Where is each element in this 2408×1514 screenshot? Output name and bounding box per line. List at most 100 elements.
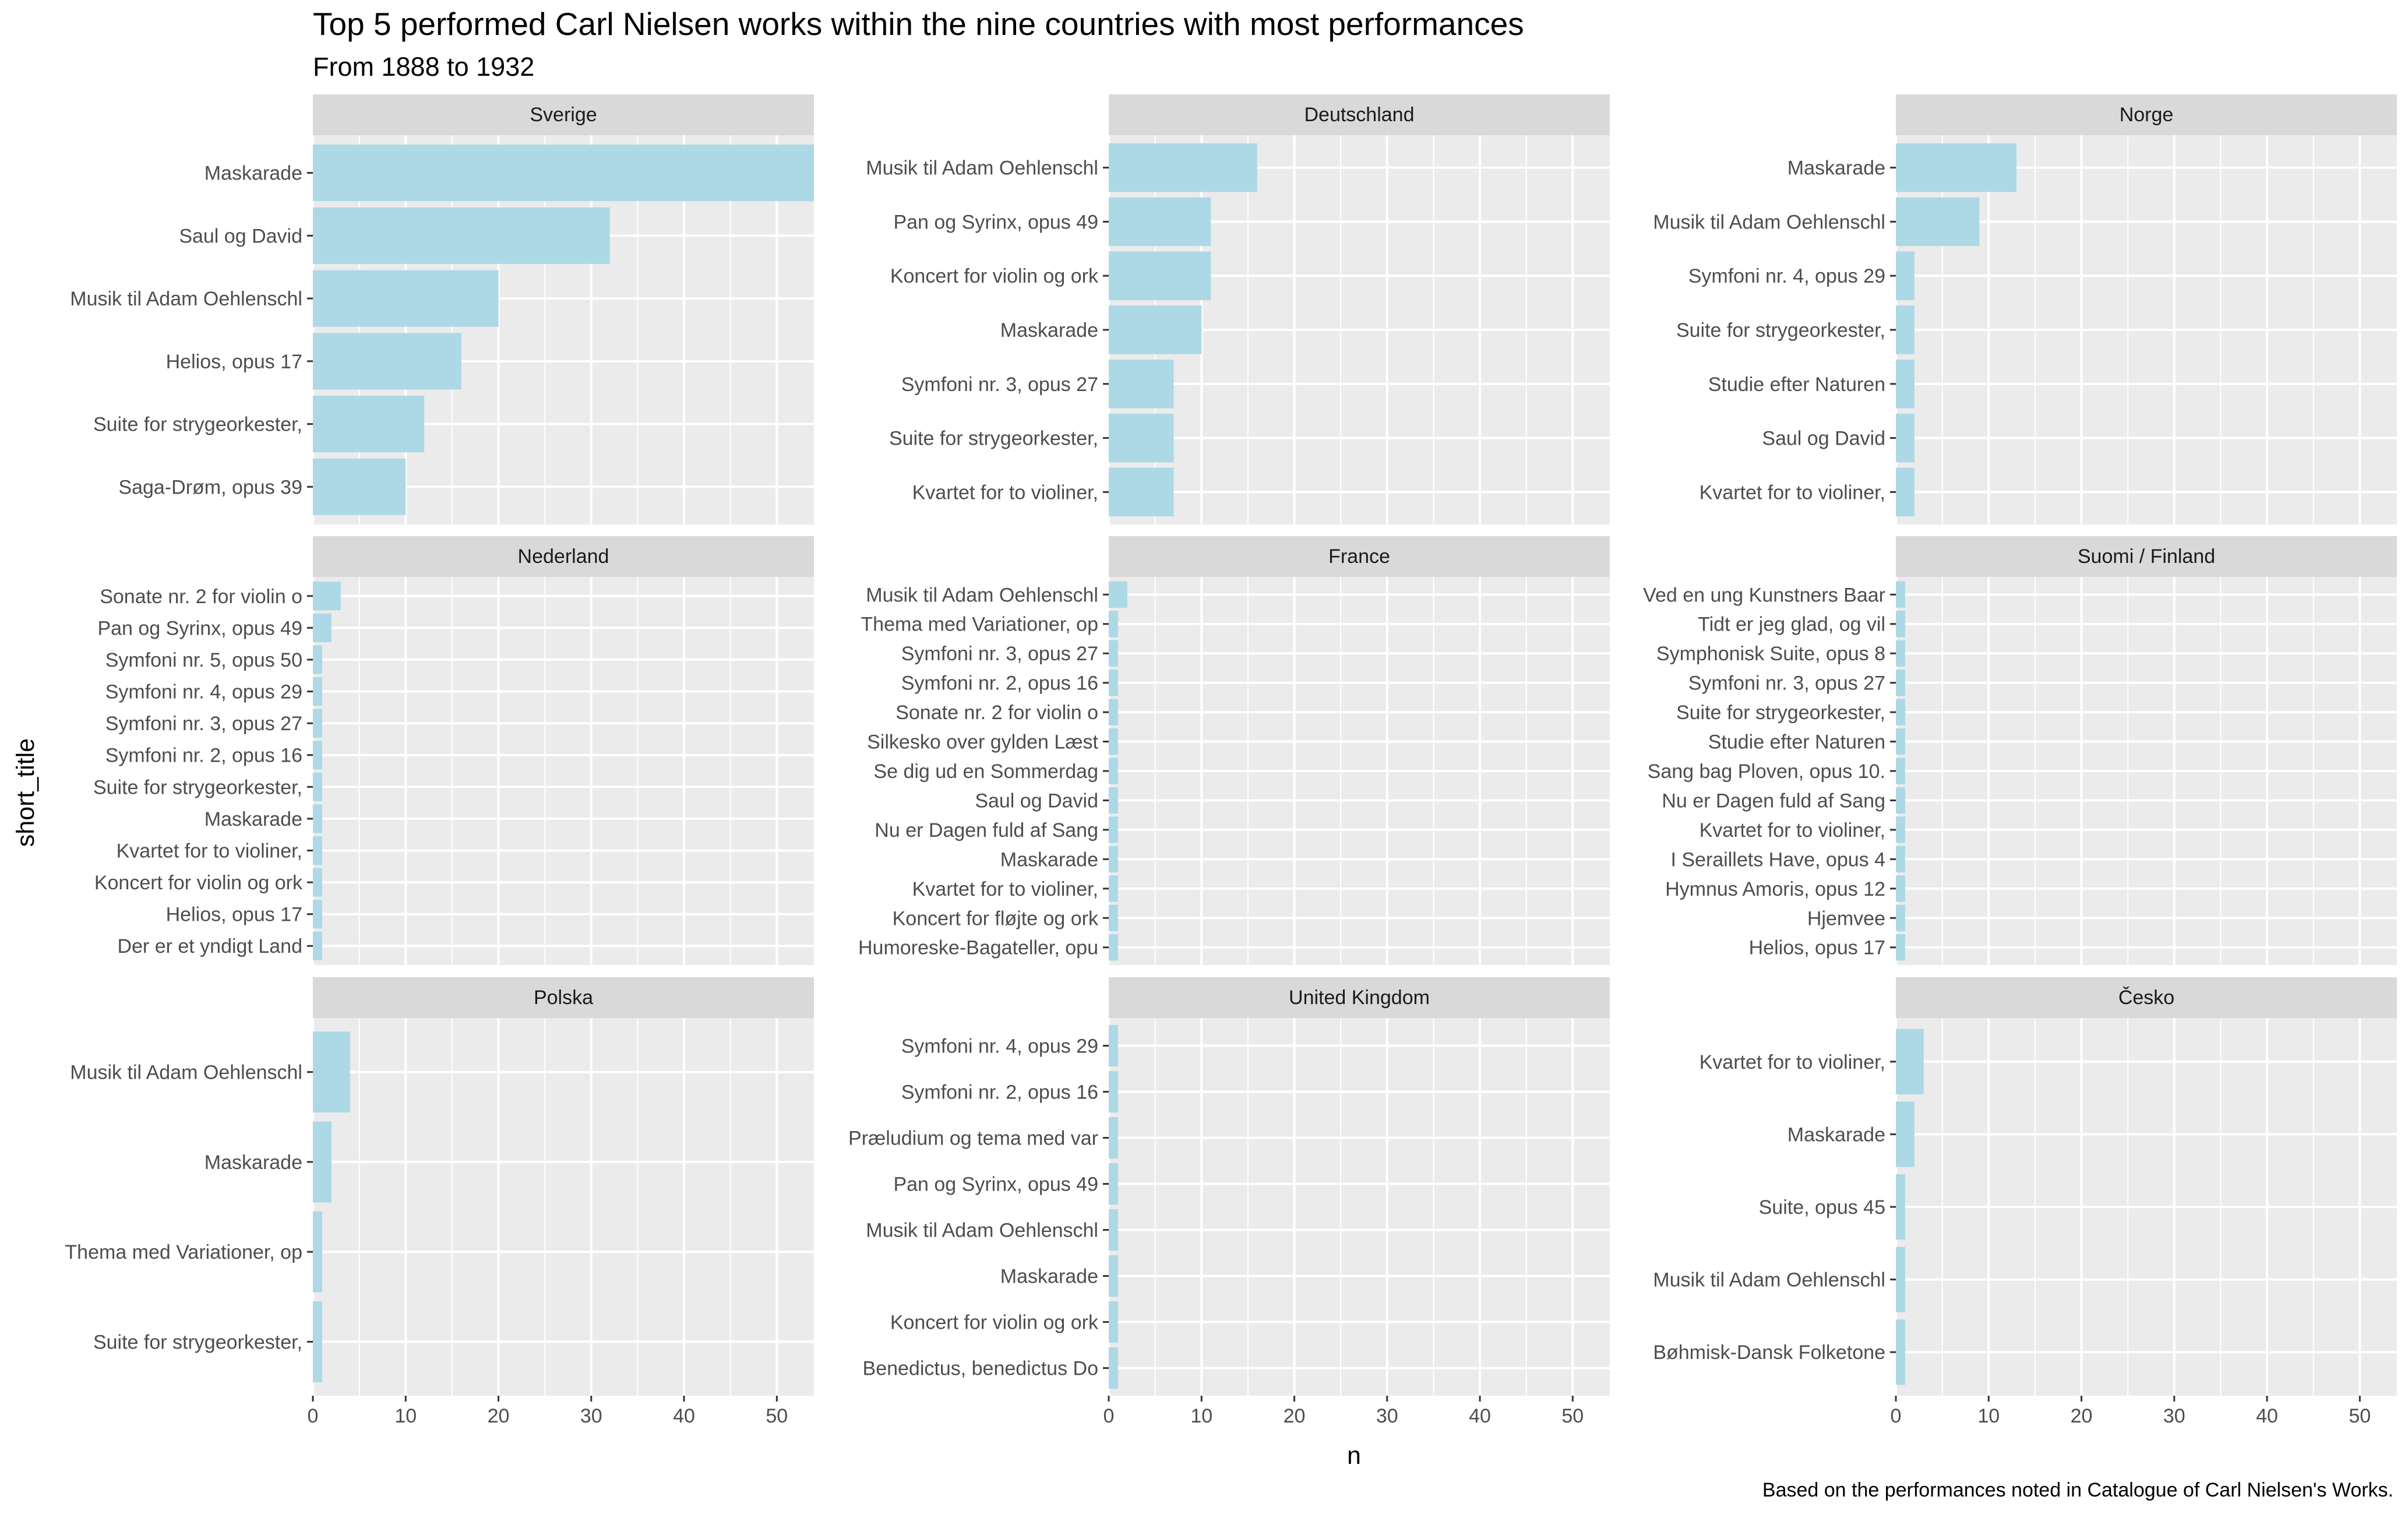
x-tick-label: 20	[2071, 1405, 2093, 1427]
y-tick-label: Musik til Adam Oehlenschl	[866, 157, 1098, 179]
bar-saga-dr-m-opus-39	[313, 458, 406, 515]
bar-koncert-for-fl-jte-og-ork	[1109, 904, 1118, 931]
bar-der-er-et-yndigt-land	[313, 931, 322, 960]
y-tick-label: Silkesko over gylden Læst	[867, 731, 1098, 754]
y-tick-label: Symfoni nr. 2, opus 16	[901, 673, 1098, 695]
x-tick-label: 0	[308, 1405, 319, 1427]
y-tick-label: Koncert for violin og ork	[94, 872, 303, 894]
bar-se-dig-ud-en-sommerdag	[1109, 758, 1118, 784]
x-tick-label: 0	[1891, 1405, 1902, 1427]
y-tick-label: Suite for strygeorkester,	[1676, 702, 1885, 724]
y-tick-label: Symfoni nr. 3, opus 27	[901, 643, 1098, 665]
bar-nu-er-dagen-fuld-af-sang	[1109, 816, 1118, 843]
y-tick-label: Ved en ung Kunstners Baar	[1643, 584, 1885, 606]
y-tick-label: Helios, opus 17	[166, 904, 302, 926]
y-tick-label: Der er et yndigt Land	[117, 935, 302, 957]
panel-background	[313, 577, 814, 965]
facet-deutschland: Deutschland Musik til Adam Oehlenschl Pan …	[866, 94, 1610, 524]
bar-pan-og-syrinx-opus-49	[1109, 197, 1211, 247]
x-tick-label: 40	[673, 1405, 695, 1427]
x-tick-label: 50	[1561, 1405, 1584, 1427]
y-tick-label: Sonate nr. 2 for violin o	[895, 702, 1098, 724]
y-tick-label: Symfoni nr. 2, opus 16	[901, 1081, 1098, 1103]
y-tick-label: Symfoni nr. 4, opus 29	[105, 681, 302, 703]
facet-strip	[1896, 94, 2397, 135]
bar-symfoni-nr-3-opus-27	[313, 709, 322, 738]
y-tick-label: Præludium og tema med var	[848, 1127, 1098, 1149]
facet-strip-label: Suomi / Finland	[2078, 545, 2215, 568]
y-tick-label: Hymnus Amoris, opus 12	[1665, 878, 1885, 900]
bar-sonate-nr-2-for-violin-o	[313, 582, 341, 611]
y-tick-label: Humoreske-Bagateller, opu	[858, 937, 1098, 959]
y-tick-label: Thema med Variationer, op	[65, 1241, 302, 1263]
y-tick-label: Kvartet for to violiner,	[117, 840, 302, 862]
bar-maskarade	[313, 1121, 332, 1203]
x-tick-label: 10	[394, 1405, 417, 1427]
bar-nu-er-dagen-fuld-af-sang	[1896, 787, 1905, 814]
bar-maskarade	[1109, 846, 1118, 873]
bar-suite-for-strygeorkester	[1896, 305, 1915, 354]
bar-symfoni-nr-4-opus-29	[1896, 251, 1915, 300]
y-tick-label: Maskarade	[1788, 1124, 1885, 1146]
chart-title: Top 5 performed Carl Nielsen works withi…	[313, 6, 1524, 42]
bar-symfoni-nr-2-opus-16	[1109, 1071, 1118, 1112]
x-tick-label: 10	[1190, 1405, 1212, 1427]
bar-symfoni-nr-3-opus-27	[1109, 360, 1174, 409]
bar-musik-til-adam-oehlenschl	[1896, 197, 1980, 247]
y-tick-label: Symfoni nr. 4, opus 29	[901, 1035, 1098, 1057]
bar-thema-med-variationer-op	[1109, 611, 1118, 638]
facet-strip	[1109, 94, 1610, 135]
bar-kvartet-for-to-violiner	[1109, 467, 1174, 517]
bar-saul-og-david	[1896, 413, 1915, 463]
bar-hymnus-amoris-opus-12	[1896, 875, 1905, 902]
x-tick-label: 10	[1977, 1405, 2000, 1427]
chart-subtitle: From 1888 to 1932	[313, 52, 534, 82]
y-tick-label: Symfoni nr. 3, opus 27	[901, 374, 1098, 396]
y-tick-label: Suite for strygeorkester,	[93, 414, 302, 436]
y-tick-label: Suite for strygeorkester,	[93, 1331, 302, 1353]
y-tick-label: Thema med Variationer, op	[861, 614, 1098, 636]
y-tick-label: Hjemvee	[1807, 907, 1885, 929]
bar-suite-for-strygeorkester	[313, 396, 425, 453]
y-tick-label: Kvartet for to violiner,	[912, 481, 1098, 504]
facet-strip-label: Sverige	[530, 104, 597, 126]
bar-saul-og-david	[313, 207, 610, 264]
bar-kvartet-for-to-violiner	[313, 836, 322, 865]
y-tick-label: Kvartet for to violiner,	[1700, 1051, 1885, 1073]
y-tick-label: Maskarade	[1000, 319, 1098, 341]
y-tick-label: Kvartet for to violiner,	[912, 878, 1098, 900]
bar-hjemvee	[1896, 904, 1905, 931]
y-tick-label: Kvartet for to violiner,	[1700, 819, 1885, 841]
bar-maskarade	[1109, 1255, 1118, 1297]
facet-c-esko: Česko Kvartet for to violiner, Maskarade S…	[1653, 977, 2397, 1427]
facet-strip-label: Nederland	[518, 545, 609, 568]
y-tick-label: Maskarade	[205, 808, 302, 830]
bar-helios-opus-17	[1896, 934, 1905, 961]
x-tick-label: 0	[1103, 1405, 1115, 1427]
bar-silkesko-over-gylden-l-st	[1109, 728, 1118, 755]
y-axis-label: short_title	[12, 738, 40, 847]
x-tick-label: 50	[2349, 1405, 2371, 1427]
bar-ved-en-ung-kunstners-baar	[1896, 581, 1905, 608]
y-tick-label: Symfoni nr. 3, opus 27	[105, 713, 302, 735]
chart-caption: Based on the performances noted in Catal…	[1762, 1479, 2393, 1501]
bar-sang-bag-ploven-opus-10	[1896, 758, 1905, 784]
bar-symfoni-nr-2-opus-16	[313, 741, 322, 770]
y-tick-label: Helios, opus 17	[166, 351, 302, 373]
y-tick-label: Musik til Adam Oehlenschl	[70, 1062, 302, 1084]
y-tick-label: Musik til Adam Oehlenschl	[866, 1220, 1098, 1242]
facet-strip	[313, 536, 814, 577]
y-tick-label: Symphonisk Suite, opus 8	[1656, 643, 1885, 665]
bar-humoreske-bagateller-opu	[1109, 934, 1118, 961]
bar-suite-opus-45	[1896, 1174, 1905, 1240]
bar-suite-for-strygeorkester	[313, 1301, 322, 1382]
y-tick-label: Musik til Adam Oehlenschl	[70, 288, 302, 310]
facet-strip-label: Deutschland	[1304, 104, 1414, 126]
y-tick-label: I Seraillets Have, opus 4	[1670, 848, 1885, 871]
x-axis-label: n	[1347, 1442, 1361, 1470]
facet-panels: Sverige Maskarade Saul og David Musik til A…	[65, 94, 2397, 1427]
facet-polska: Polska Musik til Adam Oehlenschl Maskarade…	[65, 977, 814, 1427]
x-tick-label: 20	[1284, 1405, 1306, 1427]
facet-strip-label: France	[1328, 545, 1390, 568]
bar-helios-opus-17	[313, 333, 461, 390]
